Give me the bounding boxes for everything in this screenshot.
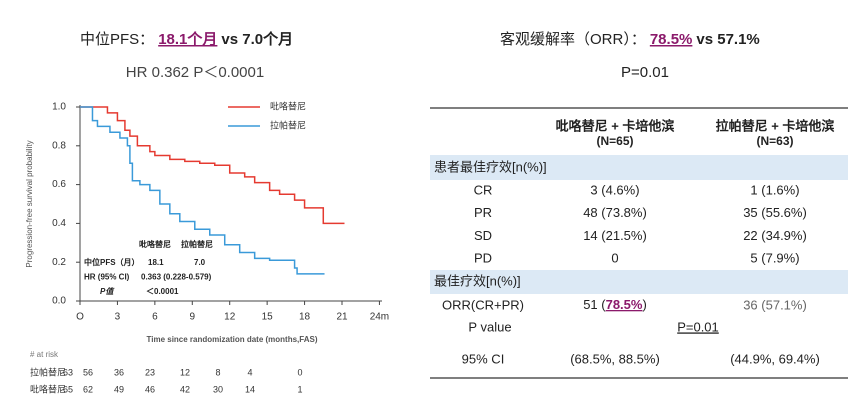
right-header: 客观缓解率（ORR）： 78.5% vs 57.1% (500, 31, 760, 48)
table-cell: 48 (73.8%) (583, 205, 647, 220)
x-tick-label: 15 (262, 312, 274, 323)
annotation-value: 0.363 (0.228-0.579) (141, 273, 212, 282)
at-risk-count: 49 (114, 384, 124, 394)
x-tick-label: 6 (152, 312, 158, 323)
annotation-label: 中位PFS（月） (84, 257, 140, 267)
legend-label: 拉帕替尼 (270, 119, 306, 130)
y-axis-label: Progression-free survival probability (25, 140, 34, 267)
y-tick-label: 0.6 (52, 179, 66, 190)
header-highlight: 18.1个月 (158, 30, 217, 48)
table-cell: (44.9%, 69.4%) (730, 351, 820, 366)
at-risk-count: 1 (297, 384, 302, 394)
annotation-header: 吡咯替尼 (139, 239, 171, 249)
section-title: 患者最佳疗效[n(%)] (434, 159, 547, 174)
annotation-value: 7.0 (194, 258, 206, 267)
x-tick-label: 18 (299, 312, 311, 323)
section-title: 最佳疗效[n(%)] (434, 273, 521, 288)
header-highlight: 78.5% (650, 31, 693, 48)
at-risk-count: 62 (83, 384, 93, 394)
cell-part: ) (642, 297, 646, 312)
annotation-value: ＜0.0001 (146, 287, 179, 296)
x-tick-label: 3 (115, 312, 121, 323)
p-value: P=0.01 (677, 319, 719, 334)
cell-part: 51 ( (583, 297, 606, 312)
table-cell: 1 (1.6%) (750, 182, 799, 197)
right-subtitle: P=0.01 (621, 64, 669, 81)
table-cell: 22 (34.9%) (743, 228, 807, 243)
x-tick-label: O (76, 312, 84, 323)
x-tick-label: 21 (336, 312, 348, 323)
annotation-value: 18.1 (148, 258, 164, 267)
left-header: 中位PFS： 18.1个月 vs 7.0个月 (80, 30, 293, 48)
x-tick-label: 12 (224, 312, 236, 323)
at-risk-count: 56 (83, 367, 93, 377)
header-rest: vs 7.0个月 (221, 30, 293, 48)
table-cell: 3 (4.6%) (590, 182, 639, 197)
column-header: 拉帕替尼 + 卡培他滨 (716, 118, 835, 133)
table-cell: 5 (7.9%) (750, 251, 799, 266)
section-band (430, 270, 848, 294)
row-label: P value (468, 319, 511, 334)
y-tick-label: 0.8 (52, 140, 66, 151)
at-risk-count: 46 (145, 384, 155, 394)
section-band (430, 155, 848, 180)
km-curve (80, 106, 325, 275)
at-risk-count: 63 (63, 367, 73, 377)
orr-cell: 51 (78.5%) (583, 297, 647, 312)
at-risk-label: 拉帕替尼 (30, 366, 66, 377)
row-label: 95% CI (462, 351, 505, 366)
at-risk-title: # at risk (30, 350, 59, 359)
column-header: 吡咯替尼 + 卡培他滨 (556, 118, 675, 133)
row-label: PR (474, 205, 492, 220)
x-tick-label: 9 (190, 312, 196, 323)
header-label: 中位PFS： (80, 31, 154, 48)
row-label: ORR(CR+PR) (442, 297, 524, 312)
table-cell: 35 (55.6%) (743, 205, 807, 220)
column-n: (N=63) (756, 134, 793, 148)
annotation-header: 拉帕替尼 (181, 239, 213, 249)
table-cell: 0 (611, 251, 618, 266)
at-risk-count: 4 (247, 367, 252, 377)
at-risk-count: 65 (63, 384, 73, 394)
row-label: SD (474, 228, 492, 243)
table-cell: 36 (57.1%) (743, 297, 807, 312)
header-rest: vs 57.1% (696, 31, 759, 48)
km-curve (80, 106, 345, 225)
x-tick-label: 24m (370, 312, 389, 323)
left-subtitle: HR 0.362 P＜0.0001 (126, 64, 264, 81)
row-label: CR (474, 182, 493, 197)
at-risk-count: 14 (245, 384, 255, 394)
annotation-label: P值 (100, 287, 115, 296)
table-cell: 14 (21.5%) (583, 228, 647, 243)
table-cell: (68.5%, 88.5%) (570, 351, 660, 366)
cell-highlight: 78.5% (606, 297, 643, 312)
at-risk-count: 30 (213, 384, 223, 394)
at-risk-count: 12 (180, 367, 190, 377)
at-risk-label: 吡咯替尼 (30, 383, 66, 394)
at-risk-count: 42 (180, 384, 190, 394)
column-n: (N=65) (596, 134, 633, 148)
y-tick-label: 0.4 (52, 218, 66, 229)
legend-label: 吡咯替尼 (270, 100, 306, 111)
at-risk-count: 8 (215, 367, 220, 377)
row-label: PD (474, 251, 492, 266)
annotation-label: HR (95% CI) (84, 273, 130, 282)
at-risk-count: 23 (145, 367, 155, 377)
y-tick-label: 0.2 (52, 257, 66, 268)
at-risk-count: 0 (297, 367, 302, 377)
y-tick-label: 1.0 (52, 102, 66, 113)
y-tick-label: 0.0 (52, 296, 66, 307)
header-label: 客观缓解率（ORR）： (500, 31, 646, 48)
x-axis-label: Time since randomization date (months,FA… (147, 335, 318, 344)
at-risk-count: 36 (114, 367, 124, 377)
